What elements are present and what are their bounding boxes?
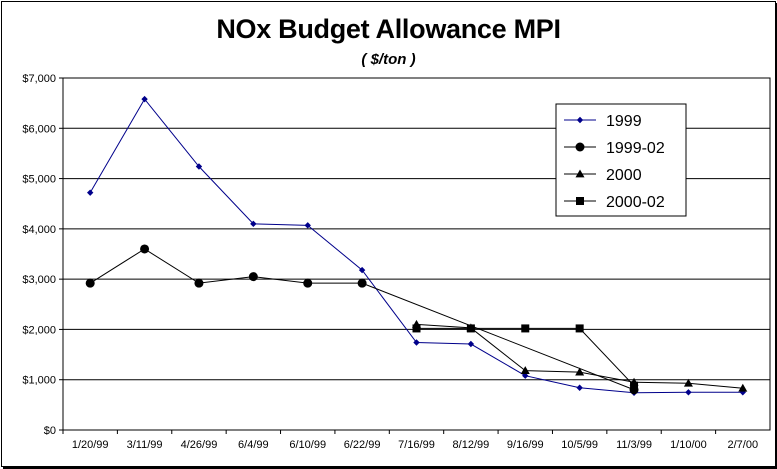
chart-title: NOx Budget Allowance MPI <box>216 14 561 44</box>
legend: 1999 1999-02 2000 2000-02 <box>555 103 687 217</box>
data-point-circle <box>85 278 95 288</box>
data-point-diamond <box>685 389 692 396</box>
y-tick-label: $7,000 <box>22 73 56 85</box>
data-point-square <box>630 381 639 390</box>
data-point-circle <box>194 278 204 288</box>
data-point-circle <box>248 272 258 282</box>
y-axis-tick-labels: $0 $1,000 $2,000 $3,000 $4,000 $5,000 $6,000 $7… <box>22 73 56 437</box>
x-tick-label: 8/12/99 <box>453 439 490 451</box>
x-tick-label: 1/20/99 <box>72 439 109 451</box>
legend-label: 1999-02 <box>606 140 665 157</box>
x-tick-label: 4/26/99 <box>181 439 218 451</box>
legend-item: 2000-02 <box>564 194 665 211</box>
data-point-square <box>466 324 475 333</box>
data-point-diamond <box>576 384 583 391</box>
data-point-square <box>521 324 530 333</box>
data-point-circle <box>303 278 313 288</box>
data-point-square <box>575 324 584 333</box>
y-tick-label: $3,000 <box>22 274 56 286</box>
x-tick-label: 6/4/99 <box>238 439 269 451</box>
series-2000-02 <box>412 324 639 390</box>
x-tick-label: 1/10/00 <box>670 439 707 451</box>
x-tick-label: 11/3/99 <box>616 439 652 451</box>
y-tick-label: $5,000 <box>22 174 56 186</box>
legend-item: 1999 <box>564 113 642 130</box>
series-layer <box>85 95 748 396</box>
y-tick-label: $0 <box>44 425 56 437</box>
data-point-circle <box>357 278 367 288</box>
data-point-diamond <box>522 372 529 379</box>
data-point-triangle <box>683 378 693 387</box>
y-tick-label: $6,000 <box>22 123 56 135</box>
x-tick-label: 6/10/99 <box>289 439 326 451</box>
data-point-circle <box>575 142 585 152</box>
data-point-diamond <box>250 220 257 228</box>
data-point-diamond <box>195 163 203 170</box>
legend-label: 1999 <box>606 113 642 130</box>
y-tick-label: $4,000 <box>22 224 56 236</box>
data-point-diamond <box>141 95 148 103</box>
y-tick-label: $2,000 <box>22 324 56 336</box>
x-tick-label: 9/16/99 <box>507 439 544 451</box>
data-point-triangle <box>520 366 530 375</box>
data-point-diamond <box>304 222 311 229</box>
x-tick-label: 2/7/00 <box>728 439 759 451</box>
data-point-diamond <box>413 339 420 346</box>
data-point-diamond <box>358 266 366 274</box>
data-point-triangle <box>575 367 585 376</box>
x-tick-label: 7/16/99 <box>398 439 435 451</box>
x-axis-tick-labels: 1/20/99 3/11/99 4/26/99 6/4/99 6/10/99 6/22/9… <box>72 439 758 451</box>
data-point-square <box>576 197 584 205</box>
data-point-square <box>412 324 421 333</box>
data-point-circle <box>140 244 150 254</box>
data-point-diamond <box>86 189 94 196</box>
legend-label: 2000 <box>606 167 642 184</box>
series-1999-02 <box>85 244 639 395</box>
legend-item: 1999-02 <box>564 140 665 157</box>
legend-label: 2000-02 <box>606 194 665 211</box>
data-point-diamond <box>467 340 475 348</box>
data-point-triangle <box>738 383 748 392</box>
x-tick-label: 10/5/99 <box>561 439 598 451</box>
x-tick-label: 3/11/99 <box>127 439 163 451</box>
y-tick-label: $1,000 <box>22 375 56 387</box>
data-point-triangle <box>575 169 585 178</box>
legend-item: 2000 <box>564 167 642 184</box>
chart-subtitle: ( $/ton ) <box>361 51 416 68</box>
data-point-diamond <box>576 116 584 124</box>
data-point-diamond <box>739 389 747 396</box>
x-tick-label: 6/22/99 <box>344 439 381 451</box>
